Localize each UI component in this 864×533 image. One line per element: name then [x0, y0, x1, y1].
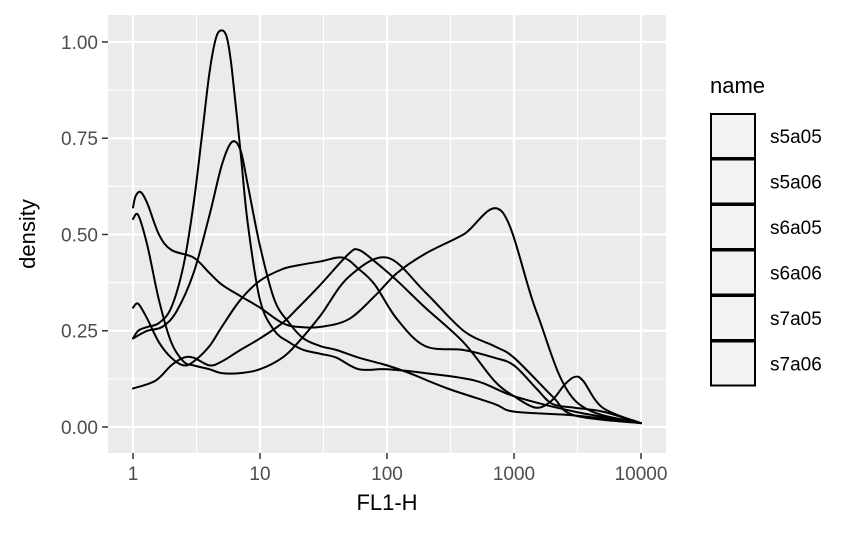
legend-key [710, 249, 756, 296]
density-line [132, 190, 642, 425]
series-lines [132, 29, 642, 425]
x-tick-label: 1 [128, 464, 139, 485]
density-line [132, 140, 642, 425]
x-tick-label: 10000 [615, 464, 668, 485]
legend-label: s6a05 [770, 218, 822, 239]
legend-label: s5a05 [770, 127, 822, 148]
x-tick-label: 10 [249, 464, 270, 485]
y-tick-label: 0.50 [61, 225, 98, 246]
legend-label: s6a06 [770, 264, 822, 285]
density-line [132, 256, 642, 425]
legend-key [710, 158, 756, 205]
density-line [132, 212, 642, 425]
legend-title: name [710, 73, 765, 98]
legend-key [710, 340, 756, 387]
y-tick-label: 0.25 [61, 322, 98, 343]
legend-key [710, 295, 756, 341]
y-tick-label: 0.75 [61, 129, 98, 150]
legend-key [710, 204, 756, 250]
legend-key [710, 113, 756, 159]
x-axis-title: FL1-H [356, 490, 417, 515]
legend-label: s5a06 [770, 173, 822, 194]
y-axis-title: density [15, 199, 40, 269]
x-axis: 1 10 100 1000 10000 [128, 453, 668, 485]
legend-label: s7a06 [770, 355, 822, 376]
x-tick-label: 100 [371, 464, 403, 485]
y-tick-label: 1.00 [61, 33, 98, 54]
y-tick-label: 0.00 [61, 418, 98, 439]
x-tick-label: 1000 [493, 464, 535, 485]
density-line [132, 248, 642, 425]
legend: name s5a05 s5a06 s6a05 s6a06 s7a05 s7a06 [710, 73, 822, 387]
legend-label: s7a05 [770, 309, 822, 330]
major-grid [108, 15, 666, 453]
y-axis: 0.00 0.25 0.50 0.75 1.00 [61, 33, 108, 439]
